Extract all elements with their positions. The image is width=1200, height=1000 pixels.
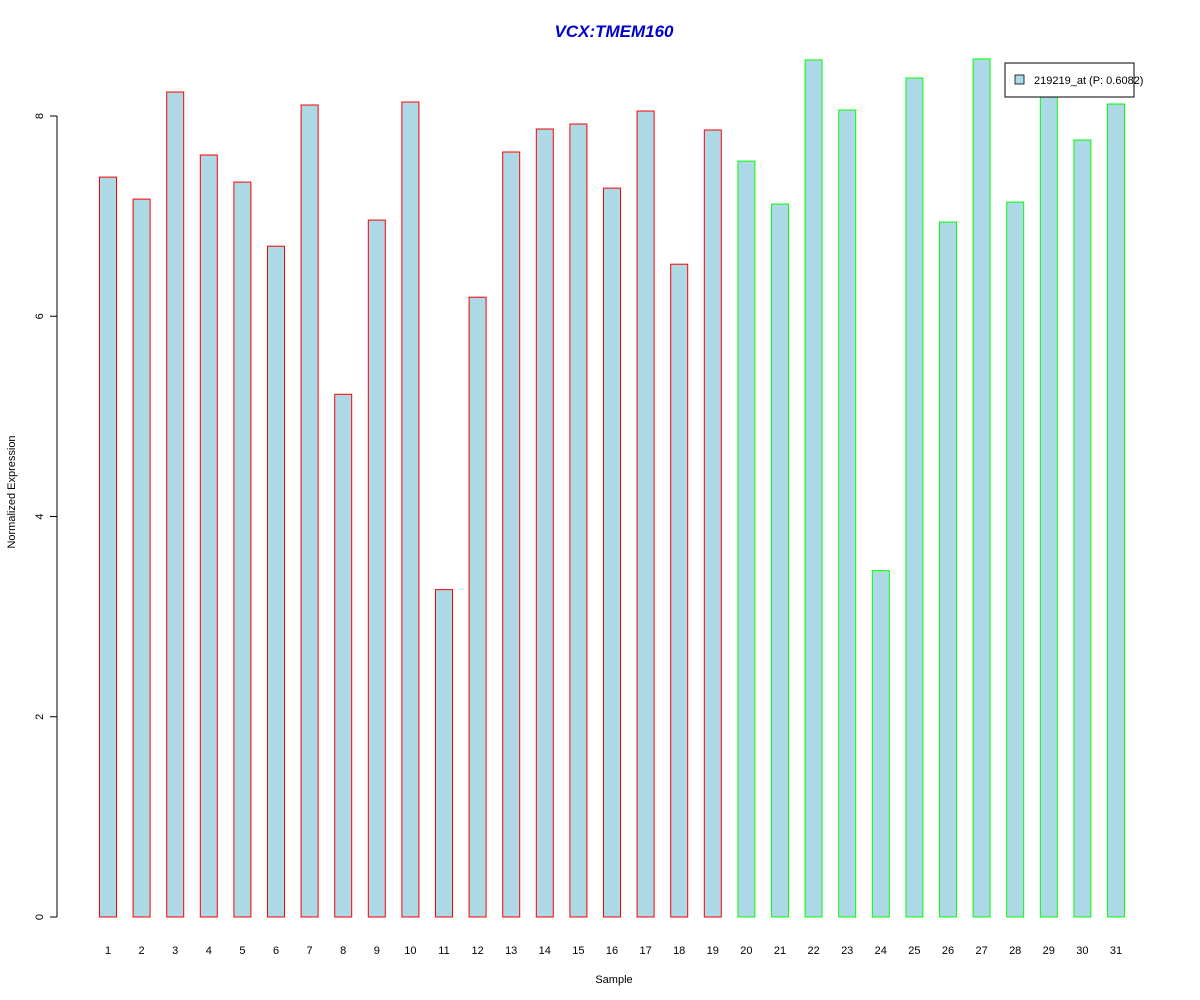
x-tick-label: 17 [639, 945, 651, 957]
x-tick-label: 18 [673, 945, 685, 957]
x-axis-label: Sample [595, 974, 632, 986]
x-tick-label: 9 [374, 945, 380, 957]
bar-sample-8 [334, 393, 353, 918]
bar-sample-19 [703, 129, 722, 918]
bar-sample-13 [502, 151, 521, 918]
x-tick-label: 11 [438, 945, 449, 957]
x-tick-label: 19 [707, 945, 719, 957]
bar-sample-30 [1073, 139, 1092, 918]
bar-sample-10 [401, 101, 420, 918]
x-tick-label: 14 [539, 945, 551, 957]
bar-sample-24 [871, 570, 890, 918]
bar-sample-28 [1006, 201, 1025, 918]
x-tick-label: 8 [340, 945, 346, 957]
x-tick-label: 21 [774, 945, 786, 957]
bar-sample-4 [199, 154, 218, 918]
bar-sample-16 [603, 187, 621, 918]
x-tick-label: 5 [239, 945, 245, 957]
bar-sample-17 [636, 110, 655, 918]
x-tick-label: 13 [505, 945, 517, 957]
bar-sample-2 [132, 198, 151, 918]
x-tick-label: 15 [572, 945, 584, 957]
x-tick-label: 12 [471, 945, 483, 957]
legend-swatch [1014, 74, 1025, 85]
bar-sample-9 [367, 219, 386, 918]
y-tick-label: 8 [34, 113, 46, 119]
x-tick-label: 2 [139, 945, 145, 957]
bar-sample-1 [99, 176, 117, 918]
legend: 219219_at (P: 0.6082) [1004, 62, 1143, 98]
x-tick-label: 20 [740, 945, 752, 957]
x-tick-label: 31 [1110, 945, 1122, 957]
y-tick-label: 4 [34, 513, 46, 519]
bar-sample-5 [233, 181, 252, 918]
x-tick-label: 7 [307, 945, 313, 957]
bar-sample-26 [939, 221, 957, 918]
y-axis-label: Normalized Expression [6, 435, 18, 548]
bar-sample-20 [737, 160, 756, 918]
bar-sample-31 [1107, 103, 1125, 918]
y-tick-label: 6 [34, 313, 46, 319]
bar-sample-7 [300, 104, 319, 918]
x-tick-label: 4 [206, 945, 212, 957]
y-tick-label: 2 [34, 714, 46, 720]
bar-sample-6 [267, 245, 285, 918]
bar-sample-23 [838, 109, 857, 918]
x-tick-label: 25 [908, 945, 920, 957]
bar-sample-27 [972, 58, 991, 918]
y-tick-label: 0 [34, 914, 46, 920]
x-tick-label: 16 [606, 945, 618, 957]
chart-title: VCX:TMEM160 [554, 22, 674, 41]
x-tick-labels: 1 2 3 4 5 6 7 8 9 10 11 12 13 14 15 16 17 18 19 20 21 22 23 24 2… [105, 945, 1122, 957]
y-axis: 0 2 4 6 8 [34, 113, 58, 920]
x-tick-label: 30 [1076, 945, 1088, 957]
bar-sample-14 [535, 128, 554, 918]
x-tick-label: 26 [942, 945, 954, 957]
bar-sample-12 [468, 296, 487, 918]
bar-sample-18 [670, 263, 689, 918]
bars [99, 58, 1125, 918]
x-tick-label: 1 [105, 945, 111, 957]
bar-sample-29 [1039, 64, 1058, 918]
legend-box [1004, 62, 1135, 98]
x-tick-label: 23 [841, 945, 853, 957]
bar-sample-3 [166, 91, 185, 918]
legend-entry: 219219_at (P: 0.6082) [1034, 75, 1143, 87]
x-tick-label: 10 [404, 945, 416, 957]
bar-sample-25 [905, 77, 924, 918]
x-tick-label: 3 [172, 945, 178, 957]
x-tick-label: 28 [1009, 945, 1021, 957]
bar-sample-21 [771, 203, 789, 918]
x-tick-label: 24 [875, 945, 887, 957]
bar-sample-11 [435, 589, 453, 918]
bar-sample-22 [804, 59, 823, 918]
bar-sample-15 [569, 123, 588, 918]
x-tick-label: 27 [975, 945, 987, 957]
x-tick-label: 29 [1043, 945, 1055, 957]
x-tick-label: 6 [273, 945, 279, 957]
x-tick-label: 22 [807, 945, 819, 957]
